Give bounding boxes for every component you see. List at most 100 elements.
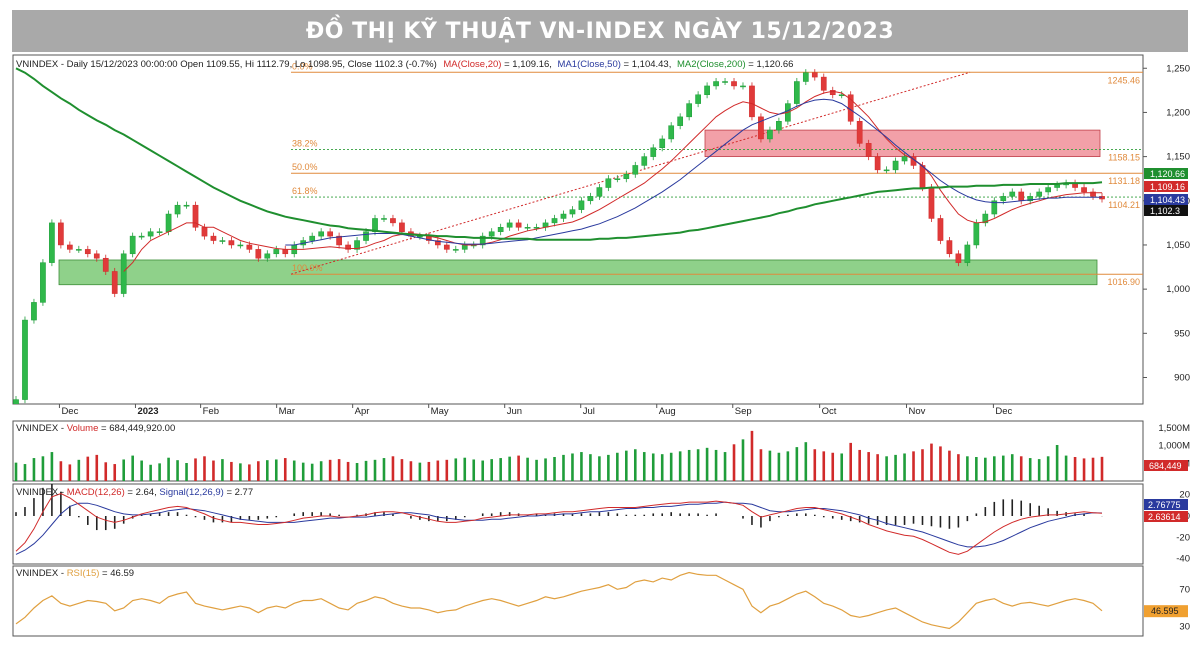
volume-y-tick-label: 1,000M	[1158, 441, 1190, 452]
candle	[434, 240, 441, 246]
candle	[605, 178, 612, 188]
rsi-y-tick-label: 70	[1179, 584, 1190, 595]
volume-bar	[849, 442, 852, 481]
candle	[452, 249, 459, 251]
volume-bar	[167, 457, 170, 481]
candle	[650, 147, 657, 157]
volume-bar	[1091, 457, 1095, 481]
volume-bar	[41, 456, 45, 481]
candle	[1054, 184, 1060, 188]
candle	[506, 222, 513, 228]
volume-bar	[1100, 456, 1104, 481]
volume-bar	[86, 456, 90, 481]
candle	[632, 165, 639, 175]
candle	[210, 235, 217, 241]
volume-bar	[490, 459, 493, 481]
rsi-last-box	[1144, 605, 1188, 618]
volume-bar	[616, 452, 619, 481]
volume-bar	[723, 452, 727, 481]
volume-last-box	[1144, 460, 1188, 471]
volume-bar	[768, 450, 772, 481]
volume-bar	[930, 443, 933, 481]
candle	[497, 227, 504, 232]
candle	[1000, 196, 1007, 202]
volume-bar	[607, 454, 610, 481]
macd-line	[15, 493, 1103, 555]
last-value-box	[1144, 194, 1188, 205]
volume-bar	[221, 459, 224, 481]
candle	[793, 81, 800, 104]
volume-bar	[786, 451, 790, 481]
y-tick-label: 900	[1174, 372, 1190, 383]
volume-bar	[32, 458, 36, 481]
candle	[138, 235, 145, 238]
candle	[336, 235, 342, 246]
candle	[174, 204, 181, 215]
volume-bar	[867, 452, 870, 481]
candle	[102, 257, 109, 272]
volume-bar	[373, 459, 377, 481]
volume-bar	[355, 463, 359, 481]
signal-last-box	[1144, 499, 1188, 510]
candle	[354, 240, 360, 250]
candle	[111, 271, 118, 294]
volume-bar	[1064, 455, 1068, 481]
rsi-line	[15, 571, 1103, 630]
volume-bar	[705, 447, 709, 481]
volume-bar	[239, 463, 242, 481]
volume-bar	[230, 461, 233, 481]
volume-bar	[382, 458, 386, 481]
candle	[58, 222, 64, 246]
volume-bar	[418, 462, 422, 481]
volume-bar	[831, 452, 835, 481]
signal-line	[15, 501, 1103, 555]
fib-label: 61.8%	[292, 186, 318, 196]
signal-last-label: 2.76775	[1148, 500, 1181, 510]
volume-bar	[463, 457, 467, 481]
candle	[13, 399, 19, 404]
volume-bar	[858, 449, 861, 481]
volume-bar	[526, 457, 529, 481]
candle	[399, 222, 405, 232]
volume-bar	[822, 451, 826, 481]
candle	[713, 81, 719, 87]
volume-bar	[562, 454, 565, 481]
candle	[264, 253, 271, 259]
x-tick-label: 2023	[137, 406, 158, 417]
candle	[40, 262, 46, 303]
volume-bar	[194, 458, 197, 481]
last-value-label: 1,104.43	[1150, 195, 1185, 205]
volume-bar	[625, 450, 628, 481]
candle	[551, 218, 558, 224]
candle	[865, 143, 872, 157]
candle	[758, 116, 764, 140]
volume-bar	[696, 449, 700, 481]
candle	[22, 319, 28, 400]
candle	[811, 72, 818, 78]
fib-label: 100.0%	[292, 263, 323, 273]
x-tick-label: Dec	[61, 406, 78, 417]
candle	[237, 244, 244, 247]
volume-bar	[714, 449, 718, 481]
x-tick-label: Sep	[735, 406, 752, 417]
candle	[31, 302, 37, 321]
last-value-label: 1,120.66	[1150, 169, 1185, 179]
volume-bar	[992, 456, 996, 481]
rsi-y-tick-label: 30	[1179, 622, 1190, 633]
volume-bar	[813, 449, 817, 481]
volume-bar	[939, 446, 942, 481]
volume-bar	[589, 454, 592, 481]
candle	[596, 187, 603, 197]
volume-bar	[777, 452, 781, 481]
volume-bar	[391, 456, 395, 481]
candle	[273, 249, 280, 255]
volume-bar	[149, 464, 152, 481]
candle	[228, 240, 235, 246]
candle	[973, 222, 980, 246]
candle	[578, 200, 585, 210]
volume-bar	[840, 453, 844, 481]
candle	[363, 231, 369, 241]
volume-bar	[104, 462, 108, 481]
fib-label: 38.2%	[292, 138, 318, 148]
